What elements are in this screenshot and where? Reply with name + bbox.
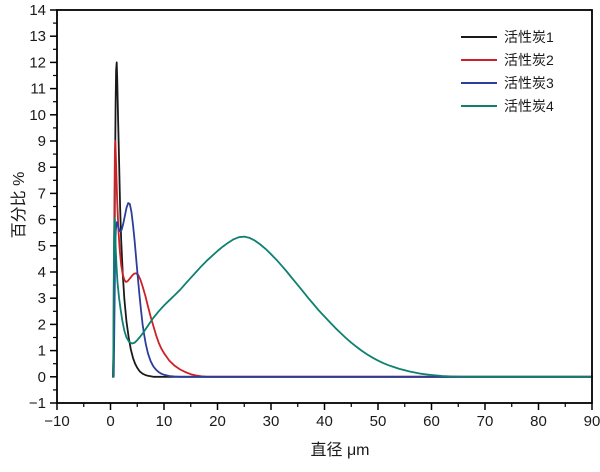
legend-label: 活性炭1 (504, 29, 554, 45)
y-axis-tick-label: 0 (38, 369, 46, 386)
y-axis-tick-label: 6 (38, 212, 46, 229)
legend-label: 活性炭3 (504, 75, 554, 91)
y-axis-tick-label: 5 (38, 238, 46, 255)
y-axis-tick-label: 8 (38, 159, 46, 176)
legend-item-3: 活性炭3 (461, 75, 554, 91)
series-line-2 (112, 140, 593, 378)
legend: 活性炭1 活性炭2 活性炭3 活性炭4 (461, 29, 554, 114)
y-axis-tick-label: 2 (38, 316, 46, 333)
x-axis-tick-label: 0 (106, 413, 114, 430)
plot-frame (56, 9, 593, 404)
y-axis-label: 百分比 % (10, 172, 28, 239)
x-axis-tick-label: 30 (263, 413, 280, 430)
x-axis-label: 直径 μm (311, 441, 370, 459)
y-axis-tick-label: 9 (38, 133, 46, 150)
y-axis-tick-label: 12 (29, 54, 46, 71)
series-line-1 (112, 61, 593, 378)
series-curves (112, 61, 593, 378)
x-axis-tick-label: 90 (584, 413, 600, 430)
axis-tick-labels: −10 0 10 20 30 40 50 60 70 80 90−10123456789101112… (29, 2, 600, 430)
y-axis-tick-label: 13 (29, 28, 46, 45)
x-axis-tick-label: 60 (423, 413, 440, 430)
y-axis-tick-label: 14 (29, 2, 46, 19)
x-axis-tick-label: −10 (44, 413, 69, 430)
y-axis-tick-label: −1 (29, 395, 46, 412)
y-axis-tick-label: 4 (38, 264, 46, 281)
x-axis-tick-label: 20 (209, 413, 226, 430)
y-axis-tick-label: 11 (30, 81, 46, 98)
axis-ticks (50, 9, 593, 410)
x-axis-tick-label: 80 (530, 413, 547, 430)
x-axis-tick-label: 70 (477, 413, 494, 430)
y-axis-tick-label: 3 (38, 290, 46, 307)
y-axis-tick-label: 7 (38, 185, 46, 202)
x-axis-tick-label: 10 (156, 413, 173, 430)
y-axis-tick-label: 10 (29, 107, 46, 124)
series-line-4 (112, 217, 593, 378)
series-line-3 (112, 202, 593, 378)
x-axis-tick-label: 50 (370, 413, 387, 430)
x-axis-tick-label: 40 (316, 413, 333, 430)
legend-item-1: 活性炭1 (461, 29, 554, 45)
legend-label: 活性炭2 (504, 52, 554, 68)
legend-item-4: 活性炭4 (461, 98, 554, 114)
legend-label: 活性炭4 (504, 98, 554, 114)
y-axis-tick-label: 1 (38, 343, 46, 360)
legend-item-2: 活性炭2 (461, 52, 554, 68)
